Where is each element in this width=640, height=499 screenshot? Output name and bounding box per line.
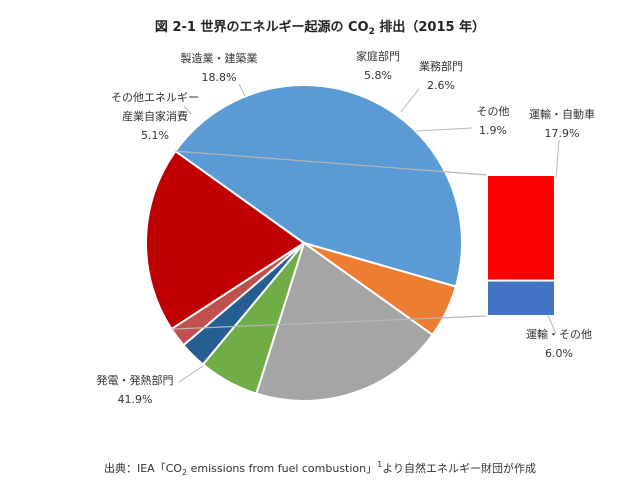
chart-title: 図 2-1 世界のエネルギー起源の CO2 排出（2015 年）: [155, 19, 485, 37]
leader-line: [415, 127, 473, 132]
slice-label-2: 発電・発熱部門 41.9%: [97, 365, 204, 406]
slice-name-4: 製造業・建築業: [181, 51, 258, 65]
breakdown-name: 運輸・その他: [526, 327, 592, 341]
leader-line: [178, 365, 204, 383]
breakdown-segment-2: [486, 279, 556, 318]
slice-label-1: 運輸・自動車 17.9%: [529, 107, 595, 179]
breakdown-label-2: 運輸・その他 6.0%: [526, 314, 592, 360]
slice-label-7: その他 1.9%: [415, 105, 510, 137]
pie-slice-1: [145, 149, 306, 331]
leader-line: [183, 105, 192, 115]
pie-slice-7: [170, 242, 305, 347]
slice-value: 5.1%: [141, 129, 169, 142]
slice-value: 17.9%: [545, 127, 580, 140]
leader-line: [400, 88, 420, 113]
slice-value: 18.8%: [202, 71, 237, 84]
source-note: 出典：IEA「CO2 emissions from fuel combustio…: [104, 460, 536, 477]
slice-name-3: その他エネルギー: [111, 91, 199, 104]
transport-breakdown-bar: [486, 174, 556, 318]
breakdown-value: 6.0%: [545, 347, 573, 360]
pie-slices: [145, 84, 463, 402]
slice-name-1: 運輸・自動車: [529, 107, 595, 121]
slice-name-3: 産業自家消費: [122, 109, 188, 123]
leader-line: [555, 139, 560, 179]
breakdown-segment-1: [486, 174, 556, 282]
slice-label-6: 業務部門 2.6%: [400, 59, 463, 113]
connector-lines: [171, 150, 488, 330]
slice-value: 5.8%: [364, 69, 392, 82]
connector-top: [175, 150, 488, 176]
leader-line: [238, 83, 246, 97]
slice-name-2: 発電・発熱部門: [97, 373, 174, 387]
slice-label-5: 家庭部門 5.8%: [356, 49, 400, 82]
slice-value: 1.9%: [479, 124, 507, 137]
slice-name-5: 家庭部門: [356, 49, 400, 63]
slice-value: 2.6%: [427, 79, 455, 92]
slice-name-6: 業務部門: [419, 59, 463, 73]
pie-slice-2: [174, 84, 463, 288]
leader-line: [547, 314, 557, 335]
slice-label-4: 製造業・建築業 18.8%: [181, 51, 258, 97]
slice-value: 41.9%: [118, 393, 153, 406]
slice-name-7: その他: [477, 105, 510, 118]
connector-bottom: [171, 315, 488, 330]
